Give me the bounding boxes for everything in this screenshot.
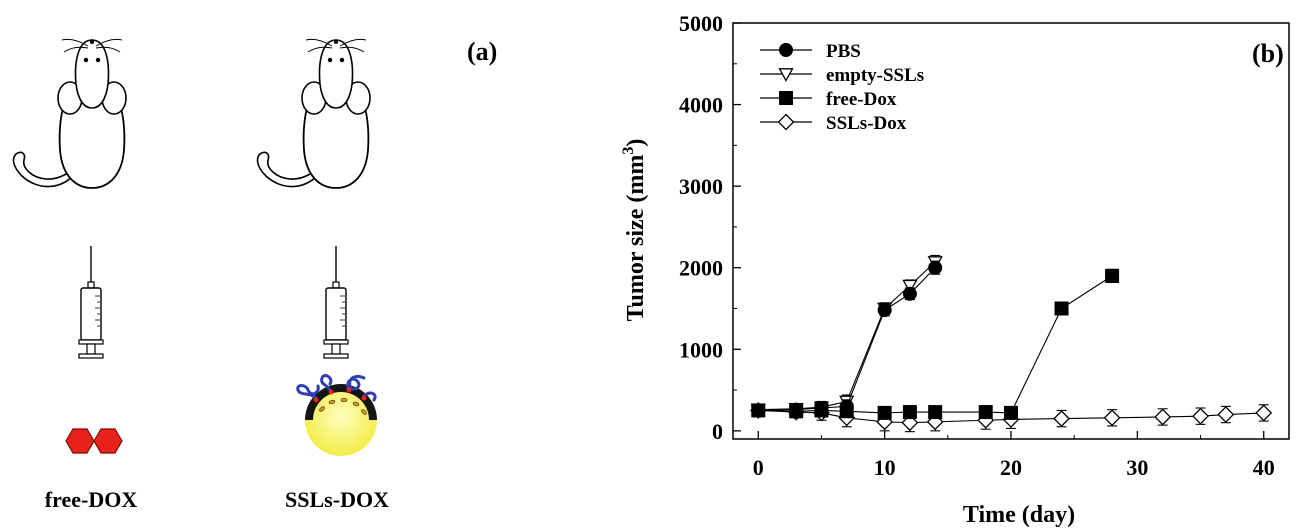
data-point-pbs (877, 303, 892, 318)
data-point-ssls-dox (1154, 408, 1172, 426)
data-point-pbs (902, 286, 917, 301)
x-axis-label: Time (day) (963, 502, 1075, 528)
y-axis-label-close: ) (623, 139, 649, 147)
legend-marker-free-dox (779, 91, 793, 105)
plot-frame (732, 22, 1290, 440)
data-point-ssls-dox (1217, 406, 1235, 423)
y-tick-label: 0 (712, 419, 723, 444)
legend-label-empty-ssls: empty-SSLs (826, 65, 924, 86)
legend-label-ssls-dox: SSLs-Dox (826, 113, 907, 134)
data-point-free-dox (902, 405, 917, 420)
y-tick-label: 1000 (679, 337, 723, 362)
y-axis-label-main: Tumor size (mm (623, 155, 649, 322)
group-ssls-dox: SSLs-DOX (256, 38, 389, 512)
series-empty-ssls (750, 254, 943, 418)
group-free-dox: free-DOX (12, 38, 138, 512)
data-point-pbs (789, 402, 804, 417)
data-point-empty-ssls (902, 279, 918, 294)
axis-ticks: 0 10 20 30 40 0 1000 2000 3000 4000 5000 (679, 11, 1275, 480)
panel-b-label: (b) (1252, 39, 1284, 68)
y-tick-label: 3000 (679, 174, 723, 199)
data-point-free-dox (1004, 405, 1018, 420)
x-tick-label: 40 (1253, 455, 1275, 480)
series-line-free-dox (758, 275, 1113, 414)
x-tick-label: 20 (1000, 455, 1022, 480)
data-point-ssls-dox (1103, 409, 1121, 427)
mouse-icon (12, 38, 127, 189)
series-pbs (751, 260, 943, 418)
data-point-free-dox (1105, 268, 1120, 283)
group-label-free-dox: free-DOX (45, 487, 138, 512)
syringe-icon (323, 245, 349, 359)
legend-marker-pbs (779, 43, 793, 57)
legend-item-free-dox: free-Dox (760, 89, 897, 110)
group-label-ssls-dox: SSLs-DOX (285, 487, 389, 512)
data-point-ssls-dox (1255, 404, 1273, 422)
mouse-icon (256, 38, 371, 189)
panel-b: 0 10 20 30 40 0 1000 2000 3000 4000 5000 PBS empty-… (620, 11, 1290, 528)
legend: PBS empty-SSLs free-Dox SSLs-Dox (760, 41, 924, 134)
panel-a-label: (a) (467, 37, 497, 66)
data-point-free-dox (978, 405, 993, 420)
legend-marker-empty-ssls (778, 68, 794, 82)
plot-area (732, 22, 1290, 440)
data-point-free-dox (877, 405, 892, 420)
red-hexagon-molecule-icon (65, 428, 123, 454)
data-point-free-dox (1054, 301, 1069, 316)
data-point-pbs (839, 399, 854, 414)
legend-item-ssls-dox: SSLs-Dox (760, 113, 907, 134)
data-point-pbs (928, 260, 943, 275)
x-tick-label: 0 (753, 455, 764, 480)
syringe-icon (78, 245, 104, 359)
y-tick-label: 2000 (679, 256, 723, 281)
y-tick-label: 5000 (679, 11, 723, 36)
panel-a: (a) free-DOX (12, 37, 497, 512)
x-tick-label: 10 (874, 455, 896, 480)
legend-item-empty-ssls: empty-SSLs (760, 65, 924, 86)
x-tick-label: 30 (1126, 455, 1148, 480)
data-point-pbs (814, 401, 829, 416)
series-layer (749, 254, 1273, 433)
y-tick-label: 4000 (679, 93, 723, 118)
liposome-icon (296, 374, 377, 456)
legend-item-pbs: PBS (760, 41, 861, 62)
legend-label-pbs: PBS (826, 41, 861, 62)
data-point-free-dox (928, 405, 943, 420)
data-point-ssls-dox (1053, 410, 1070, 428)
legend-marker-ssls-dox (777, 113, 795, 131)
data-point-ssls-dox (1192, 407, 1209, 425)
y-axis-label: Tumor size (mm3) (620, 139, 649, 322)
y-axis-label-sup: 3 (620, 147, 637, 155)
series-free-dox (751, 268, 1120, 420)
data-point-pbs (751, 403, 766, 418)
legend-label-free-dox: free-Dox (826, 89, 897, 110)
